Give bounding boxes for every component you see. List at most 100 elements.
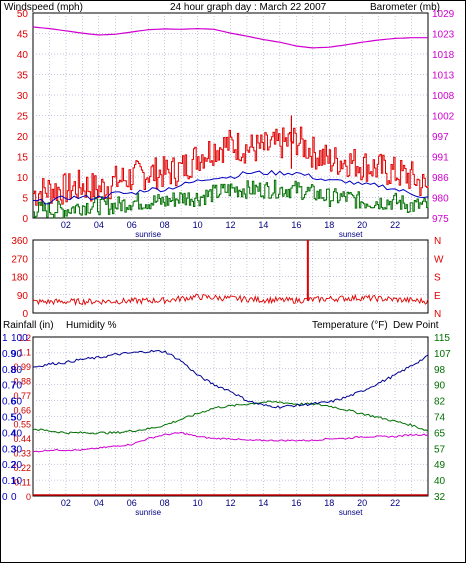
temperature-tick-label: 65 (434, 428, 446, 439)
x-tick-label: 12 (225, 220, 235, 230)
x-tick-label: 06 (127, 498, 137, 508)
direction-tick-label: 180 (11, 273, 28, 284)
rainfall-tick-label: 0.6 (2, 397, 16, 408)
x-tick-label: 08 (160, 220, 170, 230)
rainfall-tick-label: 0.1 (2, 476, 16, 487)
barometer-axis-label: Barometer (mb) (370, 2, 440, 13)
x-tick-label: 10 (193, 220, 203, 230)
humidity-line (32, 349, 429, 409)
x-tick-label: 02 (61, 498, 71, 508)
rainfall-scale-tick-label: 0.99 (13, 362, 31, 372)
windspeed-tick-label: 20 (17, 132, 29, 143)
x-tick-label: 12 (225, 498, 235, 508)
rainfall-scale-tick-label: 0.88 (13, 376, 31, 386)
x-tick-label: 22 (390, 498, 400, 508)
windspeed-tick-label: 0 (22, 214, 28, 225)
temperature-tick-label: 40 (434, 476, 446, 487)
temperature-tick-label: 57 (434, 444, 446, 455)
rainfall-scale-tick-label: 1.2 (18, 333, 31, 343)
rainfall-tick-label: 1 (2, 333, 8, 344)
barometer-tick-label: 1008 (432, 91, 455, 102)
direction-tick-label: 360 (11, 236, 28, 247)
temperature-tick-label: 49 (434, 460, 446, 471)
temperature-tick-label: 82 (434, 397, 446, 408)
barometer-tick-label: 980 (432, 194, 449, 205)
rainfall-scale-tick-label: 0 (26, 492, 31, 502)
windspeed-tick-label: 15 (17, 153, 29, 164)
humidity-tick-label: 50 (11, 413, 23, 424)
temperature-tick-label: 74 (434, 413, 446, 424)
temperature-tick-label: 98 (434, 365, 446, 376)
windspeed-minimum-line (33, 179, 429, 219)
x-tick-label: 16 (291, 220, 301, 230)
barometer-tick-label: 1002 (432, 112, 455, 123)
wind-direction-line (32, 293, 429, 307)
sunset-label: sunset (339, 230, 363, 239)
rainfall-scale-tick-label: 0.77 (13, 391, 31, 401)
windspeed-tick-label: 25 (17, 112, 29, 123)
x-tick-label: 04 (94, 498, 104, 508)
x-tick-label: 08 (160, 498, 170, 508)
barometer-tick-label: 1018 (432, 50, 455, 61)
compass-tick-label: S (434, 273, 441, 284)
rainfall-tick-label: 0.8 (2, 365, 16, 376)
temperature-axis-label: Temperature (°F) (312, 320, 388, 331)
sunset-label: sunset (339, 508, 363, 517)
rainfall-tick-label: 0.9 (2, 349, 16, 360)
compass-tick-label: N (434, 309, 441, 320)
x-tick-label: 16 (291, 498, 301, 508)
barometer-line (32, 26, 428, 49)
windspeed-gust-line (33, 126, 429, 206)
rainfall-scale-tick-label: 0.22 (13, 463, 31, 473)
humidity-axis-label: Humidity % (66, 320, 117, 331)
humidity-temperature-panel: 1 0.9 0.8 0.7 0.6 0.5 0.4 0.3 0.2 0.1 0 1.2 1.1 0.99 0… (2, 333, 451, 517)
barometer-tick-label: 1023 (432, 30, 455, 41)
x-tick-label: 06 (127, 220, 137, 230)
barometer-tick-label: 1029 (432, 9, 455, 20)
windspeed-tick-label: 10 (17, 173, 29, 184)
temperature-tick-label: 90 (434, 381, 446, 392)
x-tick-label: 14 (258, 220, 268, 230)
barometer-tick-label: 975 (432, 214, 449, 225)
humidity-tick-label: 30 (11, 444, 23, 455)
humidity-tick-label: 80 (11, 365, 23, 376)
x-tick-label: 18 (324, 498, 334, 508)
rainfall-tick-label: 0.4 (2, 428, 16, 439)
x-tick-label: 10 (193, 498, 203, 508)
direction-tick-label: 90 (17, 291, 29, 302)
windspeed-tick-label: 35 (17, 71, 29, 82)
compass-tick-label: N (434, 236, 441, 247)
rainfall-tick-label: 0.5 (2, 413, 16, 424)
humidity-tick-label: 40 (11, 428, 23, 439)
windspeed-tick-label: 45 (17, 30, 29, 41)
barometer-tick-label: 991 (432, 153, 449, 164)
rainfall-axis-label: Rainfall (in) (3, 320, 54, 331)
rainfall-tick-label: 0 (2, 492, 8, 503)
x-tick-label: 02 (61, 220, 71, 230)
x-tick-label: 20 (357, 498, 367, 508)
rainfall-tick-label: 0.7 (2, 381, 16, 392)
sunrise-label: sunrise (135, 230, 161, 239)
windspeed-tick-label: 30 (17, 91, 29, 102)
windspeed-tick-label: 5 (22, 194, 28, 205)
windspeed-tick-label: 40 (17, 50, 29, 61)
humidity-tick-label: 10 (11, 476, 23, 487)
wind-barometer-panel: 5045403530252015105010291023101810131008… (17, 9, 455, 239)
direction-tick-label: 270 (11, 254, 28, 265)
x-tick-label: 22 (390, 220, 400, 230)
humidity-tick-label: 70 (11, 381, 23, 392)
rainfall-scale-tick-label: 0.66 (13, 405, 31, 415)
barometer-tick-label: 986 (432, 173, 449, 184)
x-tick-label: 04 (94, 220, 104, 230)
temperature-tick-label: 115 (434, 333, 450, 344)
humidity-tick-label: 90 (11, 349, 23, 360)
dew-point-line (32, 431, 429, 453)
windspeed-axis-label: Windspeed (mph) (4, 2, 83, 13)
dew-point-axis-label: Dew Point (393, 320, 439, 331)
rainfall-tick-label: 0.3 (2, 444, 16, 455)
sunrise-label: sunrise (135, 508, 161, 517)
temperature-tick-label: 107 (434, 349, 451, 360)
barometer-tick-label: 1013 (432, 71, 455, 82)
